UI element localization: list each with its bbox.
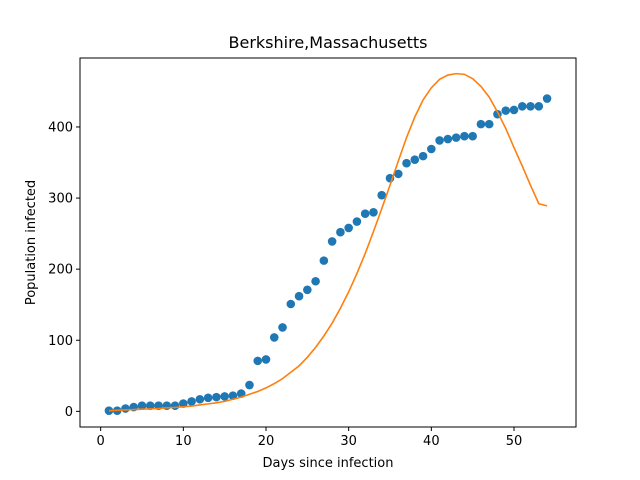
data-point bbox=[402, 158, 411, 168]
data-point bbox=[460, 131, 469, 141]
data-point bbox=[542, 94, 552, 103]
data-point bbox=[212, 392, 221, 402]
data-point bbox=[319, 256, 329, 265]
x-tick-label: 20 bbox=[258, 434, 275, 449]
data-point bbox=[278, 323, 287, 332]
data-point bbox=[418, 151, 428, 161]
y-tick-label: 100 bbox=[48, 334, 73, 349]
data-point bbox=[534, 102, 544, 111]
data-point bbox=[468, 131, 477, 141]
data-point bbox=[269, 333, 279, 342]
y-tick-label: 400 bbox=[48, 120, 73, 135]
chart-title: Berkshire,Massachusetts bbox=[229, 33, 428, 52]
x-tick-label: 50 bbox=[506, 434, 523, 449]
data-point bbox=[220, 392, 229, 401]
y-tick-label: 200 bbox=[48, 263, 73, 278]
data-point bbox=[484, 119, 494, 129]
x-tick-label: 10 bbox=[175, 434, 192, 449]
data-point bbox=[501, 106, 511, 115]
data-point bbox=[145, 401, 155, 410]
y-tick-label: 300 bbox=[48, 192, 73, 207]
data-point bbox=[369, 207, 378, 217]
data-point bbox=[476, 119, 486, 129]
data-point bbox=[509, 105, 519, 115]
data-point bbox=[187, 397, 196, 406]
data-point bbox=[393, 169, 403, 179]
data-point bbox=[228, 391, 238, 401]
data-point bbox=[451, 133, 461, 142]
data-point bbox=[360, 209, 370, 219]
data-point bbox=[179, 399, 188, 408]
x-tick-label: 30 bbox=[340, 434, 357, 449]
data-point bbox=[261, 355, 271, 364]
data-point bbox=[526, 102, 535, 111]
data-point bbox=[245, 380, 254, 390]
data-point bbox=[327, 237, 337, 246]
data-point bbox=[427, 144, 436, 154]
x-tick-label: 0 bbox=[97, 434, 105, 449]
data-point bbox=[517, 102, 527, 111]
data-point bbox=[410, 155, 420, 164]
data-point bbox=[121, 404, 130, 413]
y-axis: 0 100 200 300 400 bbox=[48, 120, 80, 420]
data-point bbox=[443, 134, 453, 144]
data-point bbox=[286, 299, 296, 309]
data-point bbox=[137, 401, 147, 410]
data-point bbox=[311, 276, 320, 286]
x-axis: 0 10 20 30 40 50 bbox=[97, 427, 523, 449]
data-point bbox=[377, 190, 387, 200]
data-point bbox=[352, 217, 362, 226]
x-axis-label: Days since infection bbox=[263, 456, 394, 471]
data-point bbox=[344, 223, 353, 233]
data-point bbox=[195, 394, 205, 404]
y-tick-label: 0 bbox=[65, 405, 73, 420]
data-point bbox=[203, 393, 213, 403]
data-point bbox=[253, 356, 263, 366]
plot-area bbox=[104, 72, 552, 415]
data-point bbox=[303, 285, 312, 295]
data-point bbox=[170, 401, 180, 410]
data-point bbox=[435, 136, 444, 145]
plot-frame bbox=[79, 57, 577, 428]
x-tick-label: 40 bbox=[423, 434, 440, 449]
y-axis-label: Population infected bbox=[24, 180, 39, 305]
data-point bbox=[294, 291, 304, 301]
data-point bbox=[336, 227, 345, 237]
fitted-curve bbox=[108, 72, 548, 412]
